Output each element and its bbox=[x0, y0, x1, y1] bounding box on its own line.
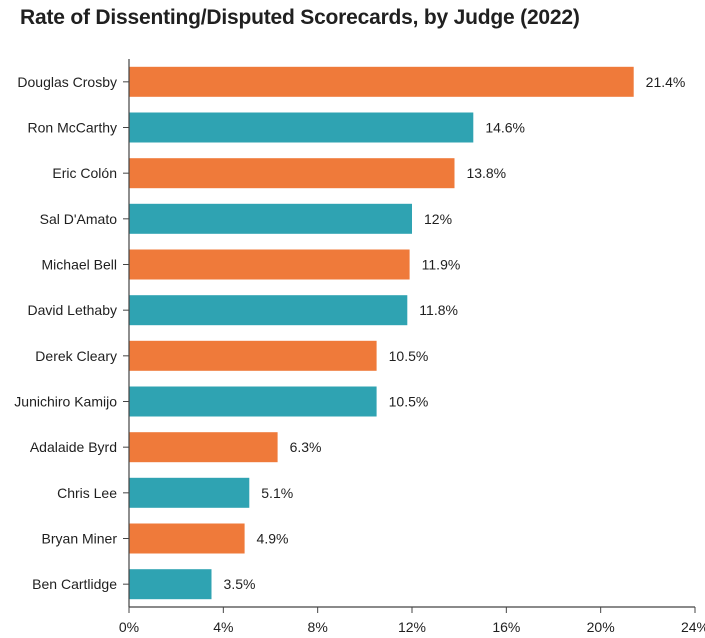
bar bbox=[129, 386, 377, 417]
x-tick-label: 16% bbox=[492, 619, 520, 635]
x-tick-label: 20% bbox=[587, 619, 615, 635]
bar bbox=[129, 432, 278, 463]
value-label: 3.5% bbox=[224, 576, 256, 592]
value-label: 13.8% bbox=[466, 165, 506, 181]
value-label: 5.1% bbox=[261, 485, 293, 501]
bar bbox=[129, 523, 245, 554]
bar bbox=[129, 295, 408, 326]
axes-group: Douglas Crosby Ron McCarthy Eric Colón Sal … bbox=[14, 59, 705, 635]
bar bbox=[129, 340, 377, 371]
category-label: Michael Bell bbox=[42, 257, 117, 273]
value-label: 14.6% bbox=[485, 120, 525, 136]
category-label: Bryan Miner bbox=[42, 531, 118, 547]
category-label: Derek Cleary bbox=[35, 348, 117, 364]
category-label: Ben Cartlidge bbox=[32, 576, 117, 592]
value-label: 12% bbox=[424, 211, 452, 227]
bar bbox=[129, 249, 410, 280]
bar bbox=[129, 158, 455, 189]
bars-group: 21.4% 14.6% 13.8% 12% 11.9% 11.8% 10.5% 10.5% 6.… bbox=[129, 66, 686, 600]
category-label: Sal D'Amato bbox=[40, 211, 118, 227]
value-label: 21.4% bbox=[646, 74, 686, 90]
value-label: 4.9% bbox=[257, 531, 289, 547]
value-label: 11.8% bbox=[419, 302, 458, 318]
chart-title: Rate of Dissenting/Disputed Scorecards, … bbox=[20, 6, 580, 29]
value-label: 11.9% bbox=[422, 257, 461, 273]
category-label: David Lethaby bbox=[27, 302, 117, 318]
x-tick-label: 0% bbox=[119, 619, 139, 635]
x-tick-label: 12% bbox=[398, 619, 426, 635]
bar bbox=[129, 477, 250, 508]
value-label: 6.3% bbox=[290, 439, 322, 455]
value-label: 10.5% bbox=[389, 394, 429, 410]
bar bbox=[129, 203, 412, 234]
x-tick-label: 4% bbox=[213, 619, 233, 635]
bar bbox=[129, 66, 634, 97]
bar bbox=[129, 569, 212, 600]
x-tick-label: 8% bbox=[308, 619, 328, 635]
category-label: Douglas Crosby bbox=[17, 74, 117, 90]
value-label: 10.5% bbox=[389, 348, 429, 364]
bar bbox=[129, 112, 474, 143]
category-label: Adalaide Byrd bbox=[30, 439, 117, 455]
x-tick-label: 24% bbox=[681, 619, 705, 635]
category-label: Eric Colón bbox=[52, 165, 117, 181]
category-label: Junichiro Kamijo bbox=[14, 394, 117, 410]
category-label: Ron McCarthy bbox=[28, 120, 117, 136]
category-label: Chris Lee bbox=[57, 485, 117, 501]
